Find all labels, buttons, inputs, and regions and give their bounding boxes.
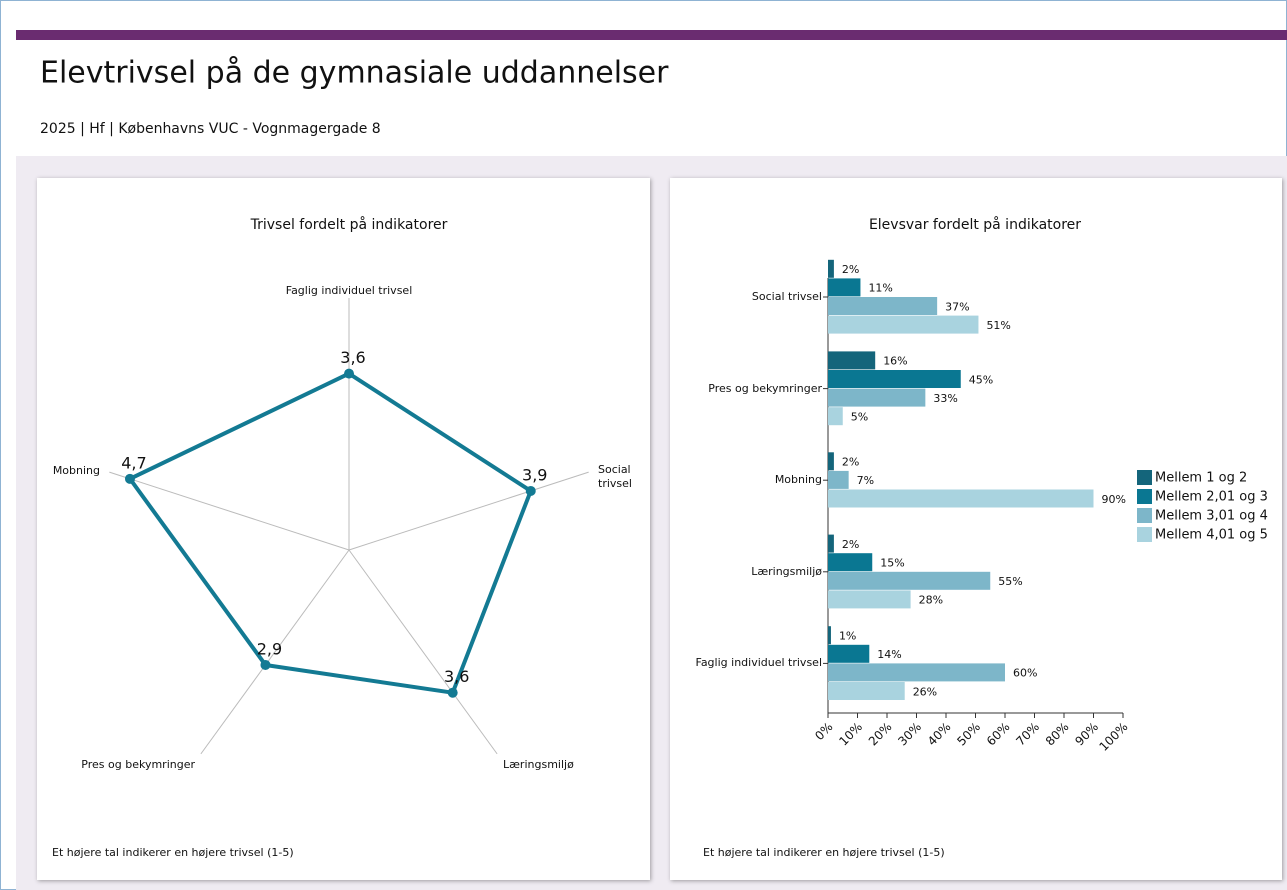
chart-title: Trivsel fordelt på indikatorer xyxy=(250,216,448,233)
category-label: Faglig individuel trivsel xyxy=(695,656,823,670)
page-title: Elevtrivsel på de gymnasiale uddannelser xyxy=(40,56,669,91)
note: Et højere tal indikerer en højere trivse… xyxy=(703,846,945,859)
axis-label-box: Faglig individuel trivsel xyxy=(285,284,413,297)
value-label: 4,7 xyxy=(121,453,146,472)
radar-point xyxy=(447,687,458,698)
axis-label-box: Mobning xyxy=(52,464,100,477)
value-label: 33% xyxy=(933,392,957,405)
category-label-box: Mobning xyxy=(774,473,822,487)
axis-label-box: Social trivsel xyxy=(598,463,632,490)
legend-swatch xyxy=(1137,508,1152,523)
legend-label: Mellem 1 og 2 xyxy=(1155,471,1247,486)
value-label: 1% xyxy=(839,630,856,643)
value-label: 51% xyxy=(986,319,1010,332)
chart-title: Elevsvar fordelt på indikatorer xyxy=(869,216,1081,233)
axis-label: Faglig individuel trivsel xyxy=(285,284,413,297)
radar-point xyxy=(124,473,135,484)
radar-point xyxy=(260,659,271,670)
radar-point xyxy=(344,368,354,379)
category-label: Læringsmiljø xyxy=(751,564,822,578)
category-label: Social trivsel xyxy=(751,290,822,303)
bar xyxy=(828,452,834,471)
value-label: 28% xyxy=(919,594,943,607)
value-label: 2% xyxy=(842,456,859,469)
bar xyxy=(828,644,870,663)
bar xyxy=(828,297,938,315)
panel xyxy=(37,178,650,880)
bar xyxy=(828,682,905,700)
bar xyxy=(828,489,1094,508)
value-label: 37% xyxy=(945,300,969,313)
value-label: 45% xyxy=(969,373,993,386)
category-label: Pres og bekymringer xyxy=(708,381,822,395)
value-label: 2% xyxy=(842,538,859,551)
legend-swatch xyxy=(1137,489,1152,504)
value-label: 90% xyxy=(1102,493,1126,506)
bar xyxy=(828,590,911,609)
page-subtitle: 2025 | Hf | Københavns VUC - Vognmagerga… xyxy=(40,121,381,137)
legend-label: Mellem 3,01 og 4 xyxy=(1155,509,1268,524)
legend-swatch xyxy=(1137,470,1152,485)
legend-label: Mellem 4,01 og 5 xyxy=(1155,528,1268,543)
bar xyxy=(828,259,834,278)
bar xyxy=(828,278,861,297)
panel xyxy=(670,178,1282,880)
bar xyxy=(828,470,849,489)
bar xyxy=(828,534,834,553)
radar-line xyxy=(126,371,534,695)
value-label: 55% xyxy=(998,575,1022,588)
value-label: 5% xyxy=(851,411,868,424)
bar xyxy=(828,626,831,645)
bar xyxy=(828,370,961,388)
legend-swatch xyxy=(1137,527,1152,542)
value-label: 2% xyxy=(842,263,859,276)
axis-label: Læringsmiljø xyxy=(503,758,574,771)
bar xyxy=(828,553,873,572)
value-label: 2,9 xyxy=(257,639,282,658)
radar-axis xyxy=(348,471,589,551)
category-label-box: Læringsmiljø xyxy=(751,564,822,578)
bar xyxy=(828,351,876,370)
value-label: 16% xyxy=(883,355,907,368)
value-label: 3,6 xyxy=(340,348,365,367)
value-label: 14% xyxy=(877,648,901,661)
category-label: Mobning xyxy=(774,473,822,487)
axis-label: Mobning xyxy=(52,464,100,477)
category-label-box: Social trivsel xyxy=(751,290,822,303)
note: Et højere tal indikerer en højere trivse… xyxy=(52,846,294,859)
bar xyxy=(828,663,1005,682)
bar xyxy=(828,407,843,426)
value-label: 7% xyxy=(857,474,874,487)
header-bar xyxy=(16,30,1287,40)
radar-axis xyxy=(109,471,350,551)
value-label: 60% xyxy=(1013,667,1037,680)
axis-label-box: Pres og bekymringer xyxy=(81,758,195,771)
value-label: 11% xyxy=(868,282,892,295)
axis-label-box: Læringsmiljø xyxy=(503,758,574,771)
bar xyxy=(828,388,926,407)
legend-label: Mellem 2,01 og 3 xyxy=(1155,490,1268,505)
value-label: 3,9 xyxy=(522,465,547,484)
category-label-box: Faglig individuel trivsel xyxy=(695,656,823,670)
category-label-box: Pres og bekymringer xyxy=(708,381,822,395)
radar-axis xyxy=(200,549,350,755)
axis-label: Pres og bekymringer xyxy=(81,758,195,771)
value-label: 15% xyxy=(880,557,904,570)
value-label: 26% xyxy=(913,685,937,698)
axis-label: Social trivsel xyxy=(598,463,632,490)
radar-point xyxy=(525,485,536,496)
bar xyxy=(828,571,991,590)
value-label: 3,6 xyxy=(444,667,469,686)
bar xyxy=(828,315,979,334)
radar-axis xyxy=(348,549,498,755)
